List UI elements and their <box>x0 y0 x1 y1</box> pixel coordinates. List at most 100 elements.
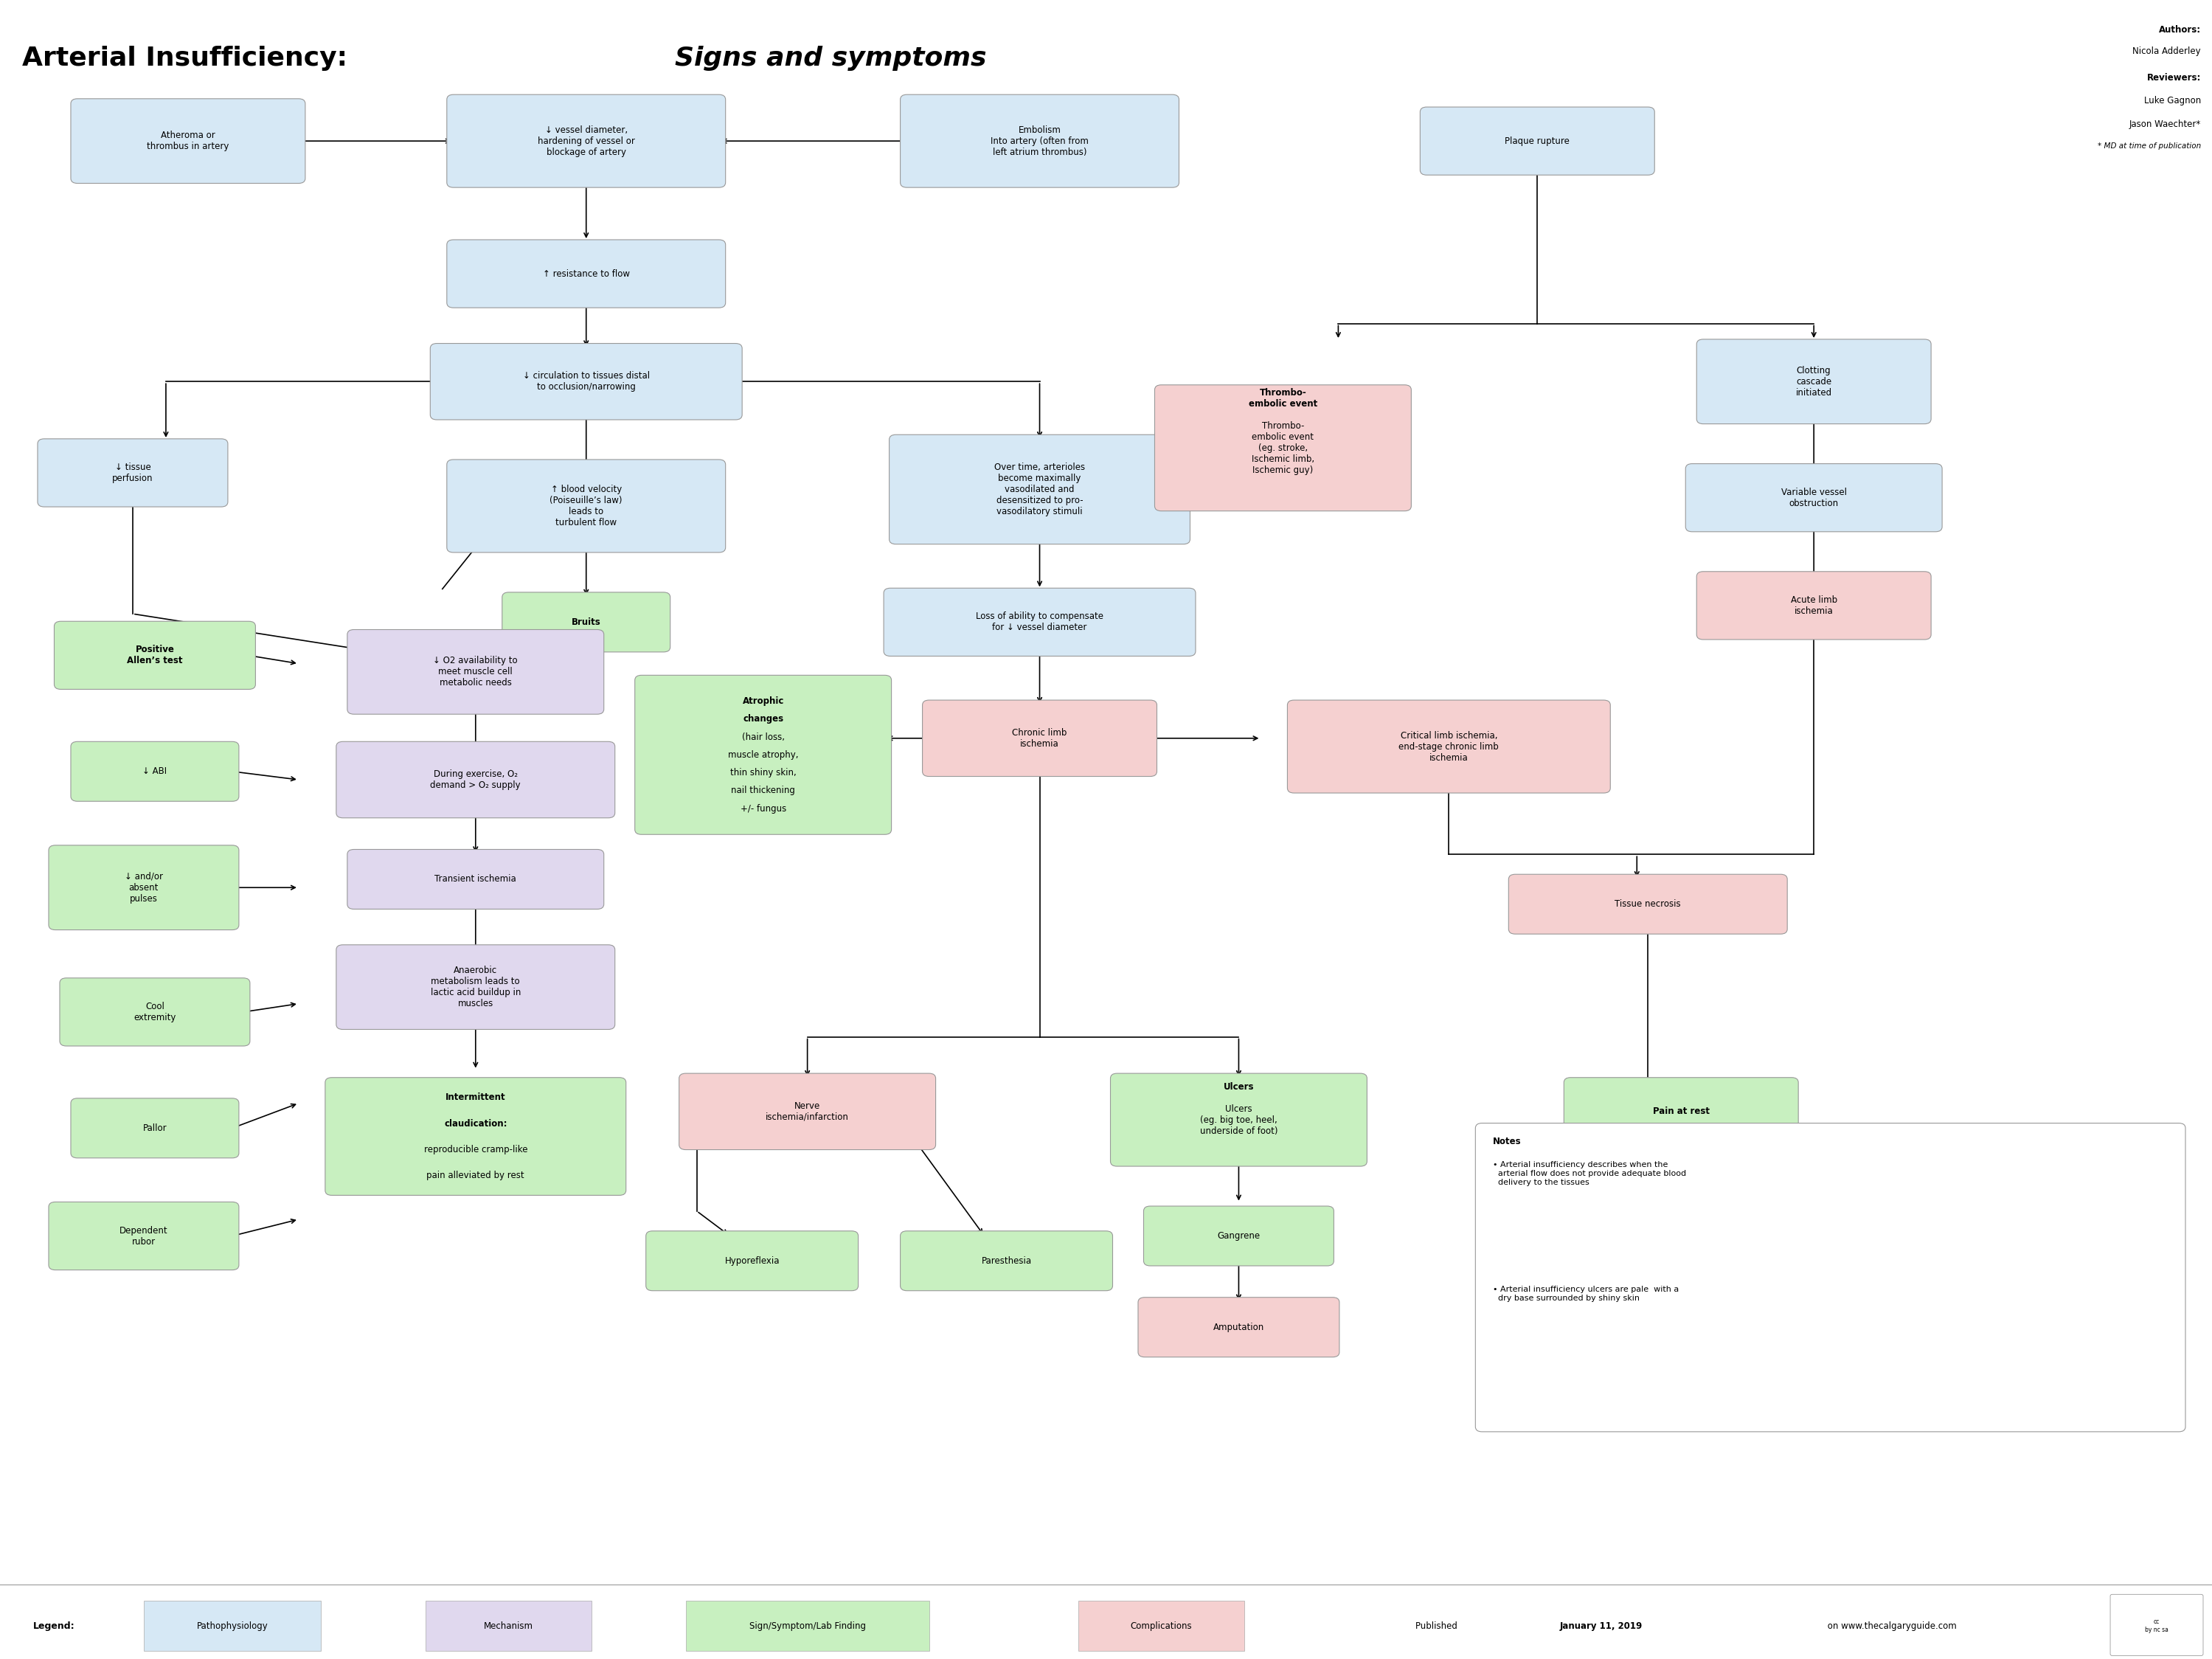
Text: Bruits: Bruits <box>571 617 602 627</box>
Text: pain alleviated by rest: pain alleviated by rest <box>427 1171 524 1180</box>
Text: Pathophysiology: Pathophysiology <box>197 1621 268 1631</box>
FancyBboxPatch shape <box>1155 385 1411 511</box>
Text: Positive
Allen’s test: Positive Allen’s test <box>126 645 184 665</box>
FancyBboxPatch shape <box>325 1078 626 1194</box>
FancyBboxPatch shape <box>71 1098 239 1158</box>
FancyBboxPatch shape <box>1686 463 1942 531</box>
FancyBboxPatch shape <box>60 977 250 1045</box>
Text: Arterial Insufficiency:: Arterial Insufficiency: <box>22 45 356 71</box>
FancyBboxPatch shape <box>1509 874 1787 934</box>
Text: (hair loss,: (hair loss, <box>741 732 785 742</box>
Text: January 11, 2019: January 11, 2019 <box>1559 1621 1641 1631</box>
Text: Complications: Complications <box>1130 1621 1192 1631</box>
Text: Variable vessel
obstruction: Variable vessel obstruction <box>1781 488 1847 508</box>
Text: Ulcers
(eg. big toe, heel,
underside of foot): Ulcers (eg. big toe, heel, underside of … <box>1199 1103 1279 1136</box>
FancyBboxPatch shape <box>38 440 228 508</box>
Text: +/- fungus: +/- fungus <box>741 805 785 813</box>
FancyBboxPatch shape <box>2110 1594 2203 1656</box>
FancyBboxPatch shape <box>336 944 615 1029</box>
Text: Luke Gagnon: Luke Gagnon <box>2143 96 2201 106</box>
Text: ↓ circulation to tissues distal
to occlusion/narrowing: ↓ circulation to tissues distal to occlu… <box>522 372 650 392</box>
Text: Tissue necrosis: Tissue necrosis <box>1615 899 1681 909</box>
FancyBboxPatch shape <box>1139 1297 1340 1357</box>
FancyBboxPatch shape <box>922 700 1157 776</box>
Text: * MD at time of publication: * MD at time of publication <box>2097 143 2201 149</box>
Text: ↓ ABI: ↓ ABI <box>142 766 168 776</box>
FancyBboxPatch shape <box>1697 571 1931 639</box>
Text: Atheroma or
thrombus in artery: Atheroma or thrombus in artery <box>146 131 230 151</box>
Text: Signs and symptoms: Signs and symptoms <box>675 45 987 71</box>
Text: ↓ and/or
absent
pulses: ↓ and/or absent pulses <box>124 871 164 904</box>
FancyBboxPatch shape <box>1697 340 1931 423</box>
FancyBboxPatch shape <box>1144 1206 1334 1266</box>
Text: Legend:: Legend: <box>33 1621 75 1631</box>
Text: • Arterial insufficiency describes when the
  arterial flow does not provide ade: • Arterial insufficiency describes when … <box>1493 1161 1686 1186</box>
Text: Gangrene: Gangrene <box>1217 1231 1261 1241</box>
Text: Paresthesia: Paresthesia <box>982 1256 1031 1266</box>
Text: Published: Published <box>1416 1621 1460 1631</box>
Text: Mechanism: Mechanism <box>484 1621 533 1631</box>
FancyBboxPatch shape <box>55 620 257 688</box>
Text: changes: changes <box>743 715 783 723</box>
FancyBboxPatch shape <box>429 343 741 420</box>
Text: Hyporeflexia: Hyporeflexia <box>726 1256 779 1266</box>
Text: Embolism
Into artery (often from
left atrium thrombus): Embolism Into artery (often from left at… <box>991 124 1088 158</box>
Text: Clotting
cascade
initiated: Clotting cascade initiated <box>1796 365 1832 398</box>
Text: Anaerobic
metabolism leads to
lactic acid buildup in
muscles: Anaerobic metabolism leads to lactic aci… <box>431 966 520 1009</box>
Text: ↑ blood velocity
(Poiseuille’s law)
leads to
turbulent flow: ↑ blood velocity (Poiseuille’s law) lead… <box>551 484 622 528</box>
Text: Transient ischemia: Transient ischemia <box>436 874 515 884</box>
Text: Plaque rupture: Plaque rupture <box>1504 136 1571 146</box>
FancyBboxPatch shape <box>1110 1073 1367 1166</box>
Text: nail thickening: nail thickening <box>732 786 794 795</box>
FancyBboxPatch shape <box>49 1201 239 1271</box>
Text: • Arterial insufficiency ulcers are pale  with a
  dry base surrounded by shiny : • Arterial insufficiency ulcers are pale… <box>1493 1286 1679 1302</box>
Text: Ulcers: Ulcers <box>1223 1082 1254 1092</box>
Text: muscle atrophy,: muscle atrophy, <box>728 750 799 760</box>
FancyBboxPatch shape <box>447 239 726 307</box>
FancyBboxPatch shape <box>1287 700 1610 793</box>
FancyBboxPatch shape <box>679 1073 936 1150</box>
Text: claudication:: claudication: <box>445 1118 507 1128</box>
Text: Jason Waechter*: Jason Waechter* <box>2130 119 2201 129</box>
Text: Thrombo-
embolic event: Thrombo- embolic event <box>1248 388 1318 408</box>
Text: Over time, arterioles
become maximally
vasodilated and
desensitized to pro-
vaso: Over time, arterioles become maximally v… <box>993 463 1086 516</box>
FancyBboxPatch shape <box>347 849 604 909</box>
FancyBboxPatch shape <box>71 98 305 182</box>
FancyBboxPatch shape <box>900 1231 1113 1291</box>
FancyBboxPatch shape <box>889 435 1190 544</box>
FancyBboxPatch shape <box>635 675 891 834</box>
Text: ↓ tissue
perfusion: ↓ tissue perfusion <box>113 463 153 483</box>
FancyBboxPatch shape <box>49 844 239 929</box>
Text: ↑ resistance to flow: ↑ resistance to flow <box>542 269 630 279</box>
FancyBboxPatch shape <box>425 1601 593 1651</box>
Text: Intermittent: Intermittent <box>445 1093 507 1102</box>
Text: Nerve
ischemia/infarction: Nerve ischemia/infarction <box>765 1102 849 1121</box>
Text: During exercise, O₂
demand > O₂ supply: During exercise, O₂ demand > O₂ supply <box>431 770 520 790</box>
FancyBboxPatch shape <box>646 1231 858 1291</box>
Text: Atrophic: Atrophic <box>743 697 783 705</box>
FancyBboxPatch shape <box>502 592 670 652</box>
FancyBboxPatch shape <box>1420 106 1655 174</box>
Text: thin shiny skin,: thin shiny skin, <box>730 768 796 778</box>
Text: Pain at rest: Pain at rest <box>1652 1107 1710 1117</box>
Text: Critical limb ischemia,
end-stage chronic limb
ischemia: Critical limb ischemia, end-stage chroni… <box>1398 730 1500 763</box>
FancyBboxPatch shape <box>1475 1123 2185 1432</box>
Text: Amputation: Amputation <box>1212 1322 1265 1332</box>
Text: Cool
extremity: Cool extremity <box>133 1002 177 1022</box>
Text: Notes: Notes <box>1493 1136 1522 1146</box>
Text: Authors:: Authors: <box>2159 25 2201 35</box>
FancyBboxPatch shape <box>1564 1078 1798 1145</box>
FancyBboxPatch shape <box>347 629 604 713</box>
Text: Pallor: Pallor <box>144 1123 166 1133</box>
Text: Chronic limb
ischemia: Chronic limb ischemia <box>1013 728 1066 748</box>
FancyBboxPatch shape <box>900 95 1179 187</box>
Text: Thrombo-
embolic event
(eg. stroke,
Ischemic limb,
Ischemic guy): Thrombo- embolic event (eg. stroke, Isch… <box>1252 421 1314 474</box>
Text: ↓ vessel diameter,
hardening of vessel or
blockage of artery: ↓ vessel diameter, hardening of vessel o… <box>538 124 635 158</box>
Text: Nicola Adderley: Nicola Adderley <box>2132 46 2201 56</box>
Text: Acute limb
ischemia: Acute limb ischemia <box>1790 596 1838 615</box>
FancyBboxPatch shape <box>1079 1601 1243 1651</box>
Text: Reviewers:: Reviewers: <box>2148 73 2201 83</box>
Text: cc
by nc sa: cc by nc sa <box>2146 1619 2168 1632</box>
Text: Sign/Symptom/Lab Finding: Sign/Symptom/Lab Finding <box>750 1621 865 1631</box>
FancyBboxPatch shape <box>71 742 239 801</box>
